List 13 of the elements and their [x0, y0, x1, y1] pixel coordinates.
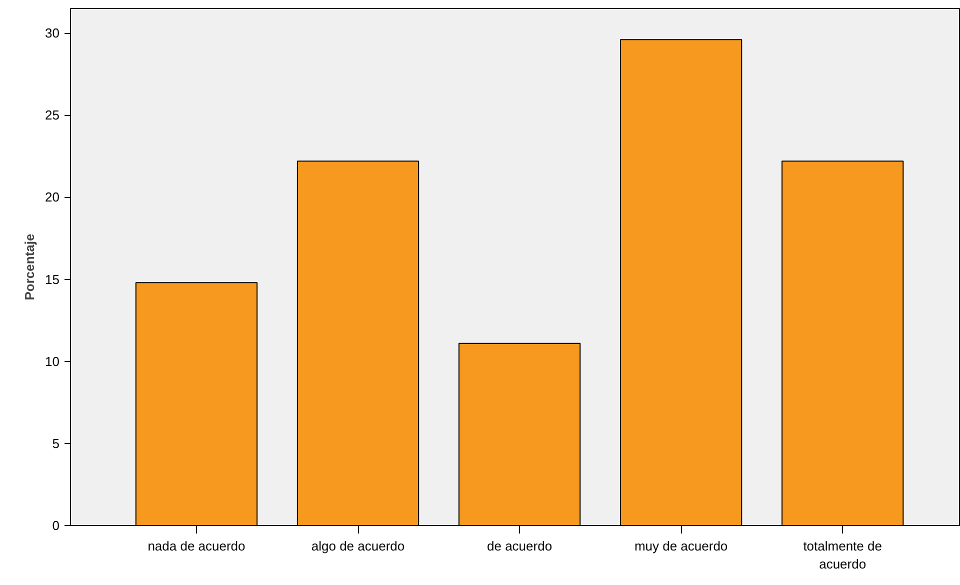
- y-tick-label: 30: [45, 26, 60, 41]
- x-tick-label: algo de acuerdo: [311, 538, 405, 554]
- y-tick-label: 10: [45, 354, 60, 369]
- y-tick-label: 0: [52, 518, 60, 533]
- y-tick-label: 25: [45, 108, 60, 123]
- y-tick-label: 15: [45, 272, 60, 287]
- y-tick-label: 20: [45, 190, 60, 205]
- y-axis-title: Porcentaje: [22, 234, 38, 300]
- x-tick-label: nada de acuerdo: [148, 538, 246, 554]
- x-tick-label: totalmente de acuerdo: [803, 538, 882, 572]
- y-tick-label: 5: [52, 436, 60, 451]
- x-tick-label: muy de acuerdo: [634, 538, 728, 554]
- x-tick-label: de acuerdo: [487, 538, 552, 554]
